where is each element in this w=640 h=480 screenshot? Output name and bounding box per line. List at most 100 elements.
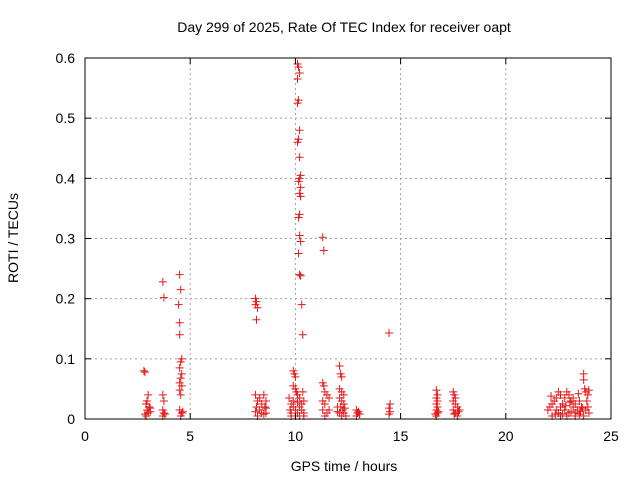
data-point (176, 357, 185, 366)
data-point (143, 396, 152, 405)
chart-title: Day 299 of 2025, Rate Of TEC Index for r… (177, 19, 511, 35)
data-point (261, 404, 270, 413)
data-point (299, 396, 308, 405)
data-point (175, 270, 184, 279)
y-tick-label: 0.1 (56, 351, 76, 367)
y-tick-label: 0.4 (56, 170, 76, 186)
data-point (556, 390, 565, 399)
data-point (579, 375, 588, 384)
data-point (159, 396, 168, 405)
data-point (558, 410, 567, 419)
data-point (295, 126, 304, 135)
data-point (551, 410, 560, 419)
data-point (574, 389, 583, 398)
data-point (160, 410, 169, 419)
data-point (547, 392, 556, 401)
data-point (145, 402, 154, 411)
data-point (296, 237, 305, 246)
data-point (298, 387, 307, 396)
data-point (567, 407, 576, 416)
data-point (146, 404, 155, 413)
data-point (584, 386, 593, 395)
data-point (259, 410, 268, 419)
data-point (177, 381, 186, 390)
data-point (174, 300, 183, 309)
data-point (144, 390, 153, 399)
data-point (255, 393, 264, 402)
data-point (158, 390, 167, 399)
x-tick-label: 5 (186, 428, 194, 444)
data-point (176, 374, 185, 383)
data-point (339, 390, 348, 399)
data-point (571, 399, 580, 408)
data-point (259, 390, 268, 399)
data-point (294, 213, 303, 222)
data-point (140, 368, 149, 377)
grid-lines (85, 58, 611, 419)
data-point (295, 231, 304, 240)
data-point (386, 399, 395, 408)
data-point (158, 277, 167, 286)
data-point (319, 246, 328, 255)
y-tick-label: 0.6 (56, 50, 76, 66)
data-point (295, 270, 304, 279)
data-point (293, 398, 302, 407)
data-point (385, 328, 394, 337)
data-point (175, 318, 184, 327)
data-point (564, 390, 573, 399)
data-point (159, 293, 168, 302)
x-tick-label: 20 (498, 428, 514, 444)
data-point (177, 369, 186, 378)
data-point (176, 285, 185, 294)
data-point (450, 410, 459, 419)
data-point (291, 372, 300, 381)
y-axis-label: ROTI / TECUs (5, 193, 21, 283)
x-axis-label: GPS time / hours (291, 458, 398, 474)
data-point (294, 63, 303, 72)
data-point (175, 330, 184, 339)
y-tick-label: 0.2 (56, 291, 76, 307)
data-points (139, 60, 593, 420)
data-point (454, 407, 463, 416)
data-point (251, 407, 260, 416)
data-point (252, 315, 261, 324)
data-point (175, 386, 184, 395)
data-point (385, 410, 394, 419)
data-point (139, 366, 148, 375)
data-point (261, 396, 270, 405)
y-tick-label: 0 (67, 411, 75, 427)
data-point (294, 177, 303, 186)
data-point (578, 404, 587, 413)
data-point (296, 183, 305, 192)
x-tick-label: 0 (81, 428, 89, 444)
data-point (297, 300, 306, 309)
data-point (293, 99, 302, 108)
data-point (552, 393, 561, 402)
data-point (337, 372, 346, 381)
data-point (584, 408, 593, 417)
data-point (294, 249, 303, 258)
data-point (565, 398, 574, 407)
data-point (140, 410, 149, 419)
data-point (560, 393, 569, 402)
data-point (296, 271, 305, 280)
data-point (335, 362, 344, 371)
data-point (575, 396, 584, 405)
data-point (285, 393, 294, 402)
data-point (325, 405, 334, 414)
y-tick-label: 0.5 (56, 110, 76, 126)
data-point (561, 401, 570, 410)
data-point (293, 138, 302, 147)
data-point (582, 396, 591, 405)
y-tick-label: 0.3 (56, 231, 76, 247)
data-point (257, 399, 266, 408)
data-point (295, 393, 304, 402)
data-point (318, 233, 327, 242)
data-point (296, 192, 305, 201)
data-point (583, 390, 592, 399)
data-point (295, 153, 304, 162)
data-point (319, 381, 328, 390)
data-point (295, 69, 304, 78)
data-point (576, 407, 585, 416)
